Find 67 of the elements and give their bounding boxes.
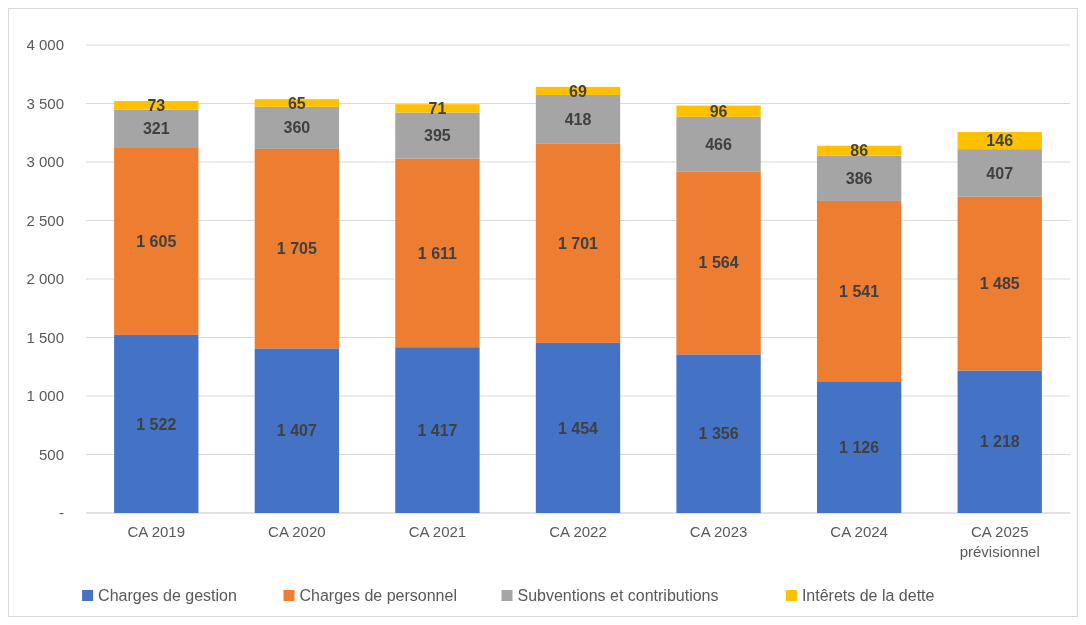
x-tick-label: CA 2022 <box>549 523 607 540</box>
data-label: 1 701 <box>557 234 599 252</box>
bar <box>395 347 480 513</box>
bar <box>676 116 761 172</box>
bar <box>254 348 340 513</box>
legend-label: Subventions et contributions <box>517 587 719 604</box>
data-label: 1 611 <box>417 244 458 262</box>
data-label: 73 <box>147 96 166 114</box>
y-tick-label: 500 <box>38 445 64 463</box>
bar <box>395 112 480 159</box>
data-label: 146 <box>986 132 1014 150</box>
x-tick-label: CA 2023 <box>689 523 748 540</box>
data-label: 86 <box>850 142 869 160</box>
bar <box>535 143 621 343</box>
data-label: 71 <box>428 99 447 117</box>
data-label: 386 <box>845 169 873 187</box>
data-label: 418 <box>564 111 592 129</box>
data-label: 1 356 <box>698 425 739 443</box>
y-tick-label: 4 000 <box>26 36 64 54</box>
legend-label: Intêrets de la dette <box>801 587 935 604</box>
x-tick-label: CA 2021 <box>408 523 467 540</box>
data-label: 1 541 <box>839 282 880 300</box>
bar <box>535 342 621 513</box>
data-label: 96 <box>709 102 728 120</box>
bar <box>114 101 199 110</box>
y-tick-label: - <box>59 504 64 522</box>
data-label: 360 <box>283 119 311 137</box>
data-label: 1 605 <box>136 232 177 250</box>
bar <box>957 196 1042 371</box>
x-tick-label: CA 2024 <box>830 523 888 540</box>
data-label: 1 564 <box>698 254 739 272</box>
y-tick-label: 2 500 <box>26 211 64 229</box>
data-label: 466 <box>705 135 733 153</box>
legend-label: Charges de gestion <box>98 587 237 604</box>
data-label: 407 <box>986 164 1014 182</box>
data-label: 1 407 <box>276 422 317 440</box>
data-label: 1 522 <box>136 415 177 433</box>
y-tick-label: 1 500 <box>26 328 64 346</box>
data-label: 1 417 <box>417 421 458 439</box>
bar <box>816 200 902 382</box>
bar <box>676 171 761 355</box>
data-label: 1 485 <box>979 275 1020 293</box>
data-label: 321 <box>142 119 170 137</box>
data-label: 1 126 <box>839 438 880 456</box>
legend-label: Charges de personnel <box>299 587 457 604</box>
bar <box>395 104 480 113</box>
bar <box>957 149 1042 197</box>
y-tick-label: 3 000 <box>26 153 64 171</box>
bar <box>114 334 199 513</box>
bar <box>816 155 902 201</box>
y-tick-label: 1 000 <box>26 387 64 405</box>
bar <box>395 158 480 348</box>
data-label: 1 218 <box>979 433 1020 451</box>
bar <box>676 354 761 513</box>
bar <box>114 109 199 148</box>
bar <box>957 370 1042 513</box>
y-tick-label: 2 000 <box>26 270 64 288</box>
bar <box>816 381 902 513</box>
x-tick-label: CA 2020 <box>268 523 326 540</box>
x-tick-label: CA 2019 <box>127 523 186 540</box>
bar <box>254 148 340 349</box>
bar <box>114 147 199 335</box>
data-label: 395 <box>424 127 451 145</box>
data-label: 1 454 <box>557 419 599 437</box>
data-label: 1 705 <box>276 240 317 258</box>
x-tick-label: CA 2025 prévisionnel <box>959 523 1040 560</box>
y-tick-label: 3 500 <box>26 94 64 112</box>
